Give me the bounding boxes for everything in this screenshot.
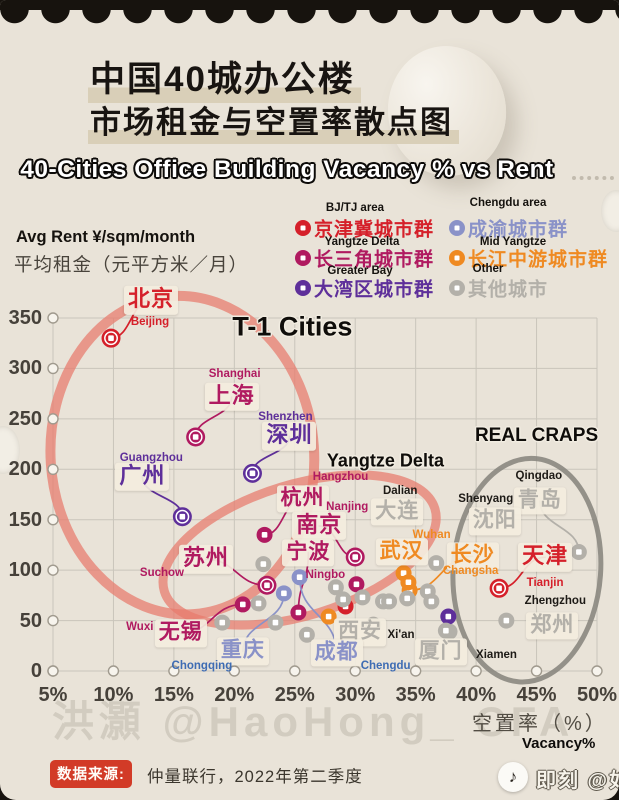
title-text: 市场租金与空置率散点图 <box>88 105 459 144</box>
x-axis-tick <box>107 665 120 677</box>
left-edge-notch <box>0 426 20 474</box>
title-english: 40-Cities Office Building Vacancy % vs R… <box>20 156 554 183</box>
watermark-haohong: 洪灝 @HaoHong_ CFA <box>52 698 575 745</box>
data-point-center <box>443 627 449 634</box>
data-point-center <box>404 595 411 602</box>
y-axis-title-en: Avg Rent ¥/sqm/month <box>16 228 196 246</box>
data-point-center <box>260 561 267 567</box>
data-point-center <box>325 613 332 620</box>
x-axis-tick <box>228 665 241 677</box>
y-axis-title-zh: 平均租金（元平方米／月） <box>14 254 249 275</box>
x-axis-title-zh: 空置率（%） <box>472 713 608 735</box>
data-point-center <box>219 619 226 626</box>
x-axis-tick <box>409 665 422 677</box>
y-axis-tick <box>47 514 59 526</box>
data-point-center <box>108 335 114 341</box>
yangtze-delta-circle <box>158 470 441 630</box>
y-axis-tick <box>47 665 59 677</box>
dotted-decoration <box>572 176 614 180</box>
data-point-center <box>424 588 431 595</box>
data-point-center <box>333 584 339 591</box>
watermark-jike: 即刻 @如果饥 <box>536 770 619 792</box>
x-axis-tick <box>530 665 543 677</box>
data-point-center <box>264 582 270 589</box>
y-axis-tick <box>47 614 59 627</box>
data-point-center <box>503 617 510 624</box>
data-point-center <box>255 600 262 607</box>
data-point-center <box>352 554 359 560</box>
data-point-center <box>249 470 256 477</box>
title-chinese-line2: 市场租金与空置率散点图 <box>88 105 459 144</box>
x-axis-tick <box>349 665 361 677</box>
music-note-icon: ♪ <box>498 762 528 792</box>
data-point-ring <box>188 430 203 444</box>
y-axis-tick <box>47 463 59 475</box>
y-axis-tick <box>47 564 59 576</box>
data-point-ring <box>245 466 260 481</box>
data-point-center <box>359 594 366 601</box>
data-point-center <box>261 532 268 538</box>
x-axis-tick <box>289 665 301 677</box>
data-point-ring <box>104 331 118 346</box>
y-axis-tick <box>47 362 59 375</box>
label-connector <box>539 500 580 553</box>
x-axis-tick <box>470 665 482 677</box>
data-point-ring <box>492 581 507 596</box>
data-point-center <box>296 574 303 581</box>
data-point-center <box>576 549 582 555</box>
x-axis-tick <box>591 665 603 677</box>
data-point-center <box>192 434 199 440</box>
data-point-center <box>400 570 407 576</box>
data-point-center <box>295 609 302 616</box>
data-point-center <box>239 601 246 608</box>
data-point-center <box>433 560 440 566</box>
top-dark-bar <box>0 0 619 10</box>
data-source-badge: 数据来源: <box>50 760 132 788</box>
title-chinese-line1: 中国40城办公楼 <box>88 60 361 103</box>
data-point-center <box>370 621 377 628</box>
data-point-center <box>272 619 279 626</box>
data-point-center <box>340 596 346 603</box>
stamp-scallop-edge <box>0 9 619 33</box>
data-point-center <box>179 513 186 520</box>
t1-cities-circle <box>45 290 320 620</box>
x-axis-title-en: Vacancy% <box>522 735 596 752</box>
x-axis-tick <box>168 665 180 677</box>
data-point-center <box>428 598 435 605</box>
right-edge-notch <box>601 190 619 232</box>
y-axis-tick <box>47 413 59 425</box>
y-axis-tick <box>47 312 59 324</box>
data-point-ring <box>175 509 190 524</box>
data-source-text: 仲量联行，2022年第二季度 <box>147 768 363 786</box>
data-point-center <box>304 631 310 638</box>
data-point-ring <box>260 578 274 593</box>
data-point-ring <box>348 550 363 564</box>
data-point-center <box>353 581 360 588</box>
data-point-center <box>386 598 392 605</box>
data-point-center <box>445 613 452 620</box>
data-point-center <box>496 585 502 592</box>
title-text: 中国40城办公楼 <box>88 60 361 103</box>
data-point-center <box>405 579 412 586</box>
data-point-center <box>281 590 287 597</box>
